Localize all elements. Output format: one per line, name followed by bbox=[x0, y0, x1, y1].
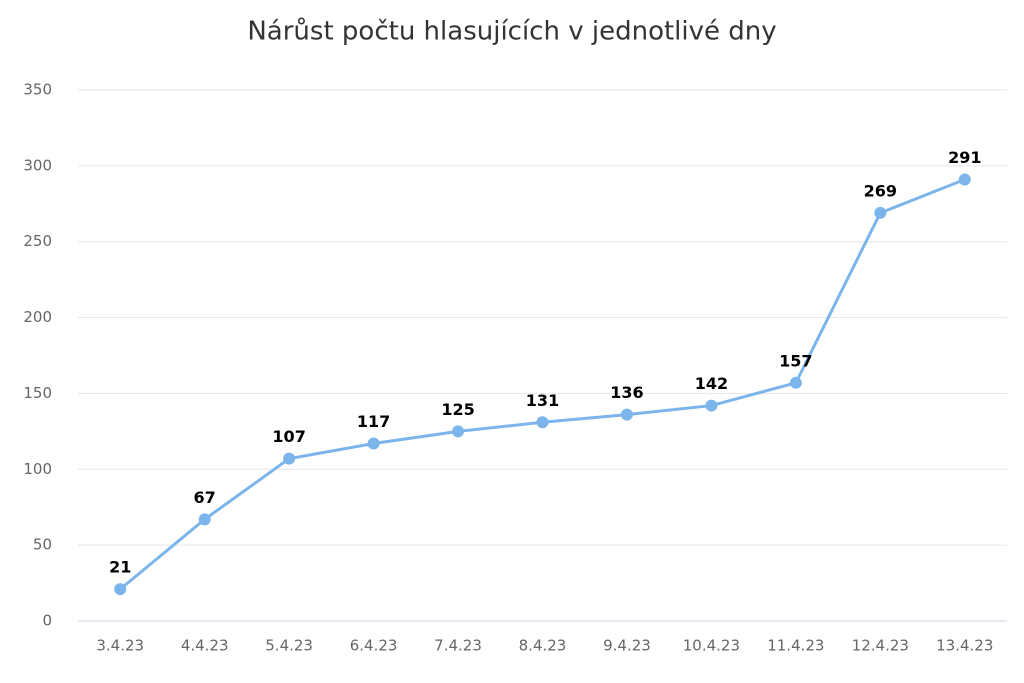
data-label: 21 bbox=[109, 558, 131, 577]
x-tick-label: 9.4.23 bbox=[603, 637, 651, 655]
chart-title: Nárůst počtu hlasujících v jednotlivé dn… bbox=[247, 17, 776, 47]
x-tick-label: 4.4.23 bbox=[181, 637, 229, 655]
data-point bbox=[874, 206, 887, 219]
y-tick-label: 200 bbox=[23, 308, 52, 326]
data-point bbox=[198, 513, 211, 526]
data-point bbox=[789, 376, 802, 389]
y-tick-label: 100 bbox=[23, 460, 52, 478]
data-label: 142 bbox=[695, 374, 728, 393]
x-tick-label: 5.4.23 bbox=[265, 637, 313, 655]
x-tick-label: 11.4.23 bbox=[767, 637, 824, 655]
data-label: 117 bbox=[357, 412, 390, 431]
data-label: 291 bbox=[948, 148, 981, 167]
data-point bbox=[452, 425, 465, 438]
y-tick-label: 300 bbox=[23, 156, 52, 174]
data-point bbox=[114, 583, 127, 596]
data-point bbox=[536, 416, 549, 429]
y-tick-label: 0 bbox=[42, 612, 52, 630]
data-point bbox=[705, 399, 718, 412]
data-point bbox=[958, 173, 971, 186]
y-tick-label: 250 bbox=[23, 232, 52, 250]
data-point bbox=[367, 437, 380, 450]
data-label: 269 bbox=[864, 181, 897, 200]
y-tick-label: 350 bbox=[23, 81, 52, 99]
x-tick-label: 7.4.23 bbox=[434, 637, 482, 655]
x-tick-label: 6.4.23 bbox=[350, 637, 398, 655]
series-line bbox=[119, 178, 966, 591]
x-tick-label: 3.4.23 bbox=[96, 637, 144, 655]
x-tick-label: 10.4.23 bbox=[683, 637, 740, 655]
x-tick-label: 8.4.23 bbox=[519, 637, 567, 655]
data-label: 157 bbox=[779, 351, 812, 370]
data-label: 136 bbox=[610, 383, 643, 402]
y-tick-label: 50 bbox=[33, 536, 52, 554]
x-tick-label: 13.4.23 bbox=[936, 637, 993, 655]
y-tick-label: 150 bbox=[23, 384, 52, 402]
data-label: 67 bbox=[194, 488, 216, 507]
data-label: 125 bbox=[441, 400, 474, 419]
data-label: 131 bbox=[526, 391, 559, 410]
data-point bbox=[620, 408, 633, 421]
x-tick-label: 12.4.23 bbox=[852, 637, 909, 655]
data-label: 107 bbox=[272, 427, 305, 446]
data-point bbox=[283, 452, 296, 465]
